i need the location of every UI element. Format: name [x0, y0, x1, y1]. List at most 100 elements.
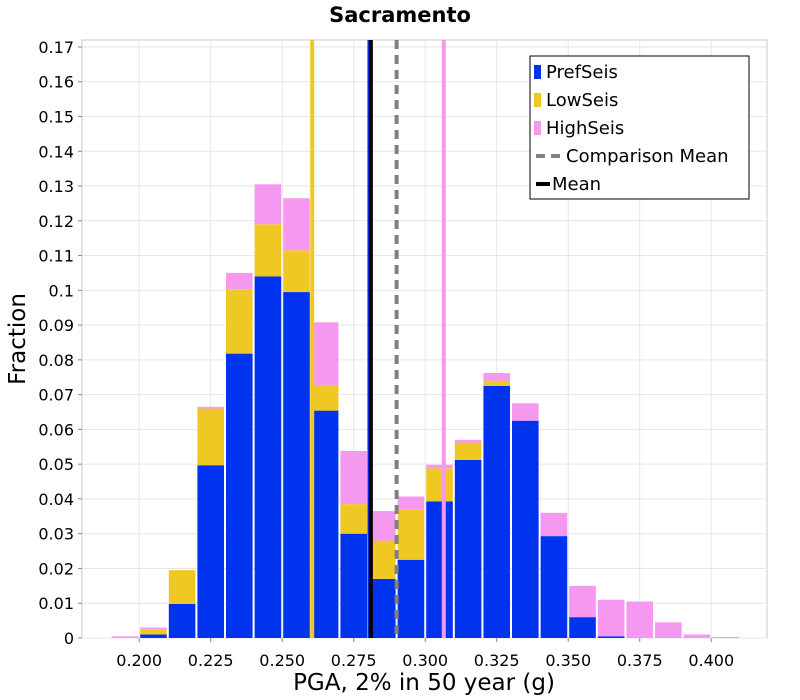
bar-segment-highseis	[197, 406, 225, 409]
bar-stack	[168, 570, 196, 638]
bar-segment-prefseis	[426, 501, 453, 638]
bar-stack	[426, 464, 453, 638]
bar-segment-lowseis	[369, 540, 396, 579]
x-tick-label: 0.350	[545, 651, 591, 670]
bar-segment-lowseis	[140, 629, 167, 635]
bar-stack	[597, 599, 625, 638]
legend-label: LowSeis	[546, 90, 618, 111]
bar-stack	[483, 373, 511, 638]
bar-segment-highseis	[626, 601, 654, 638]
bar-segment-prefseis	[197, 465, 225, 638]
y-tick-label: 0.1	[49, 281, 74, 300]
legend-swatch	[534, 65, 541, 79]
y-axis-label: Fraction	[5, 293, 31, 385]
bar-segment-highseis	[340, 450, 368, 505]
bar-stack	[540, 512, 568, 638]
bar-stack	[283, 198, 310, 638]
bar-segment-highseis	[426, 464, 453, 469]
y-tick-label: 0	[64, 629, 74, 648]
bar-segment-prefseis	[254, 276, 282, 638]
x-tick-label: 0.300	[402, 651, 448, 670]
y-axis-ticks: 0 0.01 0.02 0.03 0.04 0.05 0.06 0.07 0.08 0.09 0.1…	[38, 38, 82, 648]
y-tick-label: 0.05	[38, 455, 74, 474]
x-tick-label: 0.250	[259, 651, 305, 670]
bar-stack	[254, 184, 282, 638]
bar-stack	[311, 322, 339, 638]
bar-segment-highseis	[569, 585, 596, 618]
bar-segment-lowseis	[311, 384, 339, 411]
bar-stack	[683, 634, 711, 638]
bar-stack	[197, 406, 225, 638]
x-tick-label: 0.225	[188, 651, 234, 670]
x-tick-label: 0.275	[331, 651, 377, 670]
bar-segment-lowseis	[283, 250, 310, 293]
x-tick-label: 0.325	[474, 651, 520, 670]
legend-item: LowSeis	[534, 90, 618, 111]
bar-stacks	[111, 184, 739, 638]
y-tick-label: 0.08	[38, 351, 74, 370]
bar-segment-highseis	[369, 511, 396, 541]
bar-stack	[569, 585, 596, 638]
bar-segment-lowseis	[426, 468, 453, 502]
x-axis-ticks: 0.200 0.225 0.250 0.275 0.300 0.325 0.350 0.375…	[116, 638, 734, 670]
bar-stack	[340, 450, 368, 638]
bar-stack	[626, 601, 654, 638]
legend-item: PrefSeis	[534, 62, 618, 83]
bar-segment-highseis	[683, 634, 711, 638]
x-axis-label: PGA, 2% in 50 year (g)	[293, 670, 555, 696]
bar-stack	[369, 511, 396, 638]
bar-segment-highseis	[311, 322, 339, 385]
bar-segment-lowseis	[454, 442, 482, 460]
bar-segment-prefseis	[397, 559, 425, 638]
y-tick-label: 0.17	[38, 38, 74, 57]
y-tick-label: 0.04	[38, 490, 74, 509]
legend-label: Mean	[552, 174, 601, 195]
bar-segment-highseis	[397, 496, 425, 510]
bar-segment-prefseis	[283, 292, 310, 638]
bar-segment-prefseis	[597, 636, 625, 638]
y-tick-label: 0.06	[38, 420, 74, 439]
legend-swatch	[534, 93, 541, 107]
bar-segment-lowseis	[483, 380, 511, 386]
bar-segment-lowseis	[168, 570, 196, 604]
bar-segment-highseis	[140, 627, 167, 630]
bar-stack	[226, 272, 253, 638]
legend-box	[529, 55, 750, 200]
bar-segment-lowseis	[197, 408, 225, 466]
bar-segment-highseis	[597, 599, 625, 637]
bar-segment-highseis	[540, 512, 568, 537]
bar-stack	[397, 496, 425, 638]
legend-item: Comparison Mean	[536, 146, 729, 167]
bar-segment-prefseis	[454, 459, 482, 638]
mean-lines	[310, 40, 446, 638]
bar-stack	[140, 627, 167, 638]
bar-segment-highseis	[283, 198, 310, 251]
bar-stack	[512, 403, 539, 638]
bar-stack	[454, 439, 482, 638]
y-tick-label: 0.14	[38, 142, 74, 161]
bar-stack	[712, 636, 739, 638]
bar-segment-highseis	[512, 403, 539, 421]
y-tick-label: 0.09	[38, 316, 74, 335]
x-tick-label: 0.375	[617, 651, 663, 670]
y-tick-label: 0.01	[38, 594, 74, 613]
bar-stack	[655, 622, 682, 638]
bar-segment-highseis	[454, 439, 482, 443]
bar-stack	[111, 636, 139, 638]
y-tick-label: 0.03	[38, 525, 74, 544]
y-tick-label: 0.15	[38, 107, 74, 126]
y-tick-label: 0.07	[38, 386, 74, 405]
y-tick-label: 0.16	[38, 73, 74, 92]
x-tick-label: 0.200	[116, 651, 162, 670]
bar-segment-highseis	[483, 373, 511, 381]
bar-segment-highseis	[111, 636, 139, 638]
y-tick-label: 0.02	[38, 559, 74, 578]
bar-segment-prefseis	[340, 533, 368, 638]
y-tick-label: 0.12	[38, 212, 74, 231]
legend: PrefSeis LowSeis HighSeis Comparison Mean Me…	[529, 55, 750, 200]
bar-segment-prefseis	[512, 420, 539, 638]
bar-segment-prefseis	[569, 617, 596, 638]
bar-segment-prefseis	[140, 634, 167, 638]
bar-segment-highseis	[712, 636, 739, 638]
